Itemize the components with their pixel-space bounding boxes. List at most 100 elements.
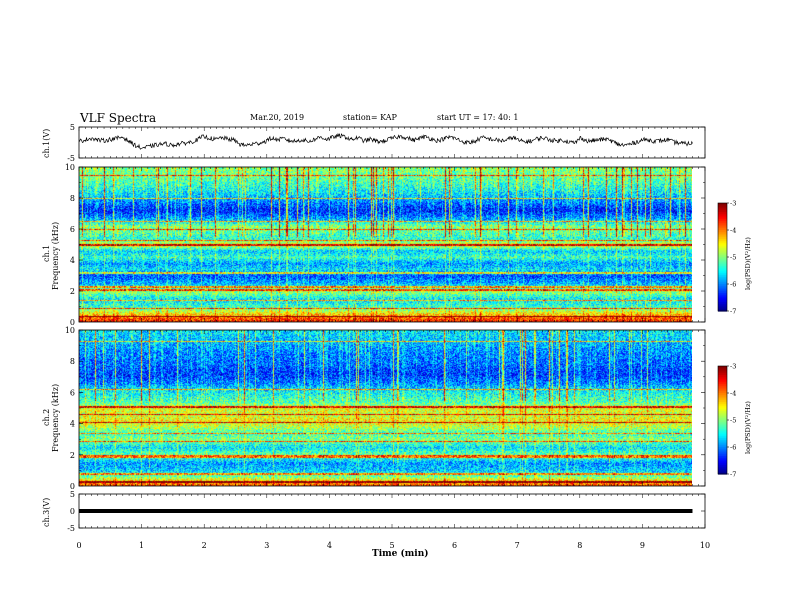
colorbar-cell: [718, 393, 727, 396]
y-tick-label: 8: [70, 194, 75, 203]
colorbar-cell: [718, 423, 727, 426]
colorbar-cell: [718, 273, 727, 276]
x-tick-label: 10: [700, 541, 710, 550]
colorbar-cell: [718, 456, 727, 459]
colorbar-tick-label: -4: [730, 390, 736, 398]
colorbar-tick-label: -3: [730, 363, 736, 371]
colorbar-cell: [718, 258, 727, 262]
colorbar-cell: [718, 411, 727, 414]
colorbar-cell: [718, 221, 727, 224]
y-tick-label: -5: [67, 524, 75, 533]
colorbar-cell: [718, 448, 727, 452]
x-tick-label: 4: [327, 541, 332, 550]
y-tick-label: 2: [70, 451, 75, 460]
colorbar-cell: [718, 425, 727, 428]
colorbar-cell: [718, 420, 727, 423]
x-tick-label: 1: [139, 541, 144, 550]
series-layer: [79, 132, 693, 513]
x-tick-label: 2: [202, 541, 207, 550]
colorbar-cell: [718, 280, 727, 283]
colorbar-cell: [718, 217, 727, 220]
spectrogram-layer: [79, 167, 727, 486]
ch2-channel-label: ch.2: [42, 408, 51, 426]
colorbar-cell: [718, 376, 727, 380]
colorbar-cell: [718, 300, 727, 303]
colorbar-cell: [718, 208, 727, 211]
colorbar-tick-label: -5: [730, 417, 736, 425]
ch3-voltage-ylabel: ch.3(V): [42, 497, 51, 527]
colorbar-cell: [718, 385, 727, 389]
colorbar-cell: [718, 465, 727, 468]
y-tick-label: 0: [70, 482, 75, 491]
colorbar-cell: [718, 255, 727, 258]
colorbar-cell: [718, 432, 727, 435]
colorbar-cell: [718, 226, 727, 229]
colorbar-cell: [718, 309, 727, 312]
colorbar-cell: [718, 447, 727, 450]
colorbar-cell: [718, 230, 727, 233]
y-tick-label: 5: [70, 490, 75, 499]
y-tick-label: 8: [70, 357, 75, 366]
colorbar-cell: [718, 264, 727, 267]
y-tick-label: 0: [70, 318, 75, 327]
colorbar-cell: [718, 251, 727, 254]
station-label: station= KAP: [343, 113, 397, 122]
colorbar-cell: [718, 409, 727, 412]
colorbar-cell: [718, 371, 727, 374]
colorbar-cell: [718, 206, 727, 209]
colorbar-cell: [718, 412, 727, 416]
colorbar-cell: [718, 450, 727, 453]
colorbar-cell: [718, 249, 727, 253]
colorbar-cell: [718, 391, 727, 394]
colorbar-cell: [718, 366, 727, 369]
colorbar-cell: [718, 266, 727, 269]
colorbar-cell: [718, 452, 727, 455]
axes-layer: -3-4-5-6-7-3-4-5-6-75-50246810024681050-…: [65, 123, 737, 550]
colorbar-cell: [718, 294, 727, 298]
colorbar-cell: [718, 375, 727, 378]
colorbar-cell: [718, 369, 727, 372]
colorbar-cell: [718, 271, 727, 274]
colorbar-cell: [718, 414, 727, 417]
colorbar-cell: [718, 468, 727, 471]
colorbar-cell: [718, 244, 727, 247]
colorbar-cell: [718, 262, 727, 265]
colorbar-cell: [718, 240, 727, 244]
colorbar-cell: [718, 407, 727, 410]
colorbar-tick-label: -7: [730, 471, 736, 479]
y-tick-label: 10: [65, 326, 75, 335]
colorbar-cell: [718, 203, 727, 206]
colorbar-cell: [718, 239, 727, 242]
y-tick-label: 0: [70, 507, 75, 516]
colorbar-cell: [718, 275, 727, 278]
y-tick-label: -5: [67, 154, 75, 163]
colorbar-cell: [718, 260, 727, 263]
colorbar-cell: [718, 242, 727, 245]
recording-date: Mar.20, 2019: [250, 113, 305, 122]
colorbar-cell: [718, 282, 727, 285]
colorbar-cell: [718, 291, 727, 294]
colorbar-cell: [718, 441, 727, 444]
colorbar-cell: [718, 285, 727, 289]
colorbar-cell: [718, 248, 727, 251]
x-tick-label: 6: [452, 541, 457, 550]
colorbar-cell: [718, 298, 727, 301]
colorbar-cell: [718, 305, 727, 308]
y-tick-label: 6: [70, 225, 75, 234]
ch1-voltage-ylabel: ch.1(V): [42, 128, 51, 158]
colorbar-cell: [718, 237, 727, 240]
colorbar-cell: [718, 210, 727, 213]
colorbar-cell: [718, 233, 727, 236]
y-tick-label: 4: [70, 256, 75, 265]
colorbar-cell: [718, 224, 727, 227]
colorbar-cell: [718, 269, 727, 272]
colorbar-cell: [718, 403, 727, 407]
colorbar-cell: [718, 293, 727, 296]
colorbar-cell: [718, 384, 727, 387]
colorbar-cell: [718, 443, 727, 446]
colorbar-tick-label: -6: [730, 281, 736, 289]
ch1-voltage-line: [79, 132, 693, 150]
colorbar-cell: [718, 434, 727, 437]
colorbar-cell: [718, 367, 727, 371]
